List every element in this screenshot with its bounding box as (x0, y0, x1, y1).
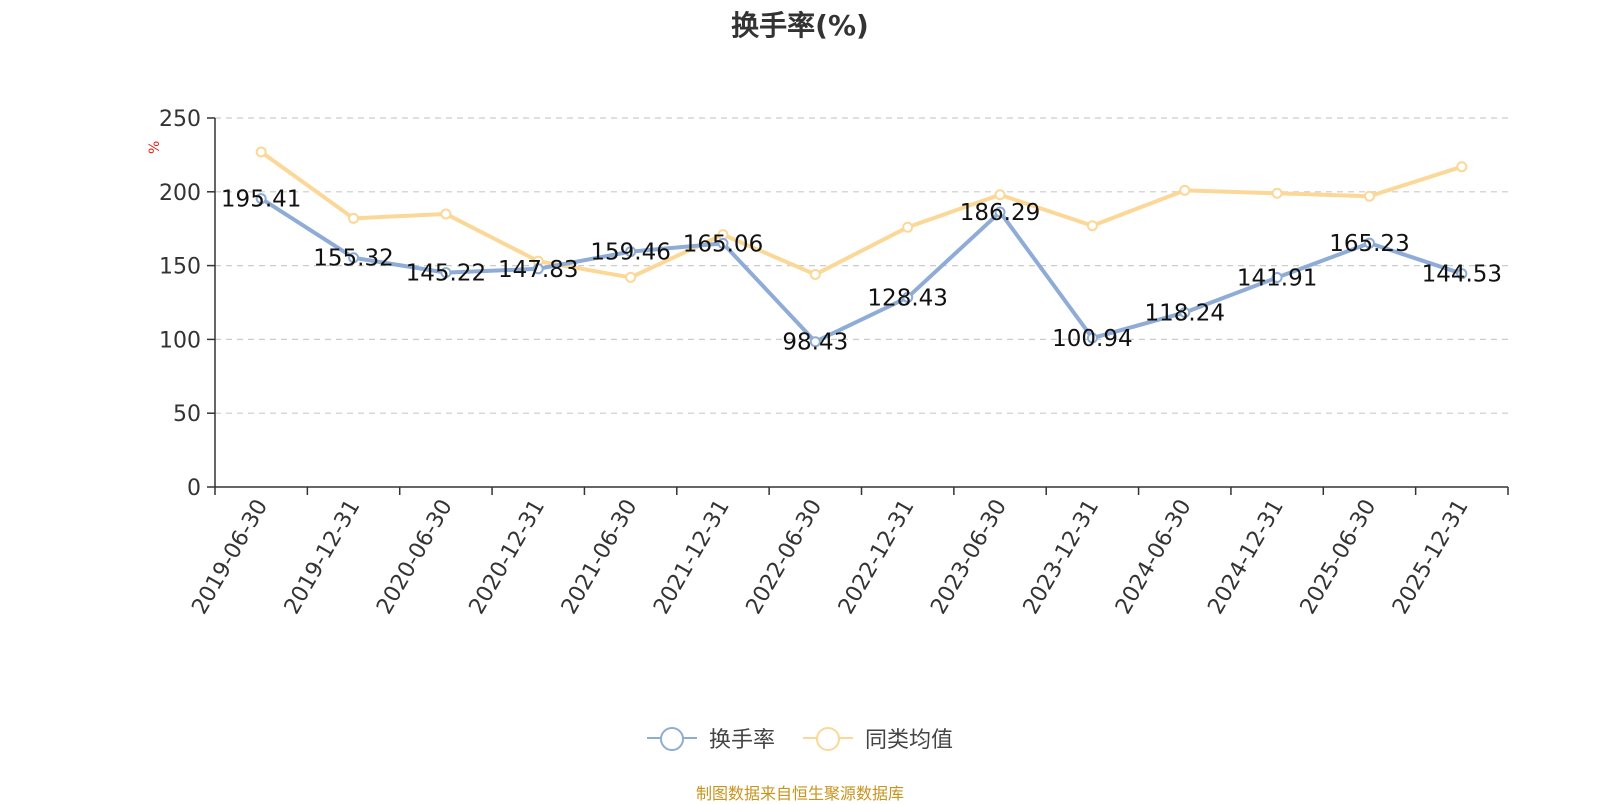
data-label-turnover: 145.22 (406, 261, 486, 287)
data-point-turnover (1086, 332, 1098, 344)
x-tick-label: 2024-06-30 (1111, 495, 1197, 618)
legend-label-turnover: 换手率 (708, 728, 775, 753)
x-tick-label: 2021-06-30 (557, 495, 643, 618)
data-point-turnover (902, 291, 914, 303)
data-point-peer-average (1363, 190, 1375, 202)
data-point-turnover (1456, 268, 1468, 280)
x-tick-label: 2025-06-30 (1296, 495, 1382, 618)
chart-title: 换手率(%) (731, 9, 869, 42)
x-tick-label: 2023-06-30 (926, 495, 1012, 618)
y-tick-label: 0 (187, 476, 201, 501)
data-point-turnover (1363, 237, 1375, 249)
x-tick-label: 2020-12-31 (465, 495, 551, 618)
data-label-turnover: 195.41 (221, 187, 301, 213)
data-point-turnover (532, 263, 544, 275)
data-point-turnover (1179, 306, 1191, 318)
y-tick-label: 200 (159, 181, 201, 206)
data-point-peer-average (625, 271, 637, 283)
y-tick-label: 100 (159, 328, 201, 353)
data-point-peer-average (1456, 161, 1468, 173)
x-tick-label: 2021-12-31 (649, 495, 735, 618)
data-point-peer-average (440, 208, 452, 220)
x-tick-label: 2022-06-30 (742, 495, 828, 618)
data-point-peer-average (809, 268, 821, 280)
legend-item-turnover[interactable]: 换手率 (646, 722, 775, 754)
source-note: 制图数据来自恒生聚源数据库 (695, 784, 904, 803)
data-point-peer-average (1086, 220, 1098, 232)
data-point-turnover (994, 206, 1006, 218)
data-point-peer-average (994, 189, 1006, 201)
legend-marker-peer-average (803, 726, 853, 751)
data-label-turnover: 98.43 (782, 330, 848, 356)
data-label-turnover: 141.91 (1237, 266, 1317, 292)
data-point-turnover (255, 193, 267, 205)
data-point-peer-average (1271, 187, 1283, 199)
data-point-turnover (440, 267, 452, 279)
data-point-peer-average (1179, 184, 1191, 196)
data-label-turnover: 144.53 (1422, 262, 1502, 288)
data-point-turnover (348, 252, 360, 264)
legend-label-peer-average: 同类均值 (865, 728, 954, 753)
series-line-turnover (260, 196, 1463, 344)
data-point-peer-average (348, 212, 360, 224)
y-tick-label: 50 (173, 402, 201, 427)
data-point-peer-average (902, 221, 914, 233)
x-tick-label: 2020-06-30 (372, 495, 458, 618)
data-label-turnover: 165.23 (1329, 231, 1409, 257)
x-tick-label: 2024-12-31 (1203, 495, 1289, 618)
data-label-turnover: 186.29 (960, 200, 1040, 226)
x-tick-label: 2019-06-30 (187, 495, 273, 618)
x-tick-label: 2019-12-31 (280, 495, 366, 618)
data-label-turnover: 118.24 (1145, 300, 1225, 326)
y-tick-label: 250 (159, 107, 201, 132)
data-point-turnover (717, 237, 729, 249)
x-tick-label: 2023-12-31 (1019, 495, 1105, 618)
data-label-turnover: 159.46 (590, 240, 670, 266)
legend: 换手率 同类均值 (0, 722, 1600, 754)
data-label-turnover: 100.94 (1052, 326, 1132, 352)
x-tick-label: 2025-12-31 (1388, 495, 1474, 618)
data-label-turnover: 147.83 (498, 257, 578, 283)
data-point-turnover (1271, 272, 1283, 284)
data-point-turnover (625, 246, 637, 258)
data-point-peer-average (255, 146, 267, 158)
data-label-turnover: 165.06 (683, 231, 763, 257)
legend-marker-turnover (646, 726, 697, 751)
x-tick-label: 2022-12-31 (834, 495, 920, 618)
data-label-turnover: 155.32 (313, 246, 393, 272)
data-label-turnover: 128.43 (867, 285, 947, 311)
series-line-peer-average (260, 150, 1463, 280)
legend-item-peer-average[interactable]: 同类均值 (803, 722, 953, 754)
y-tick-label: 150 (159, 255, 201, 280)
data-point-turnover (809, 336, 821, 348)
